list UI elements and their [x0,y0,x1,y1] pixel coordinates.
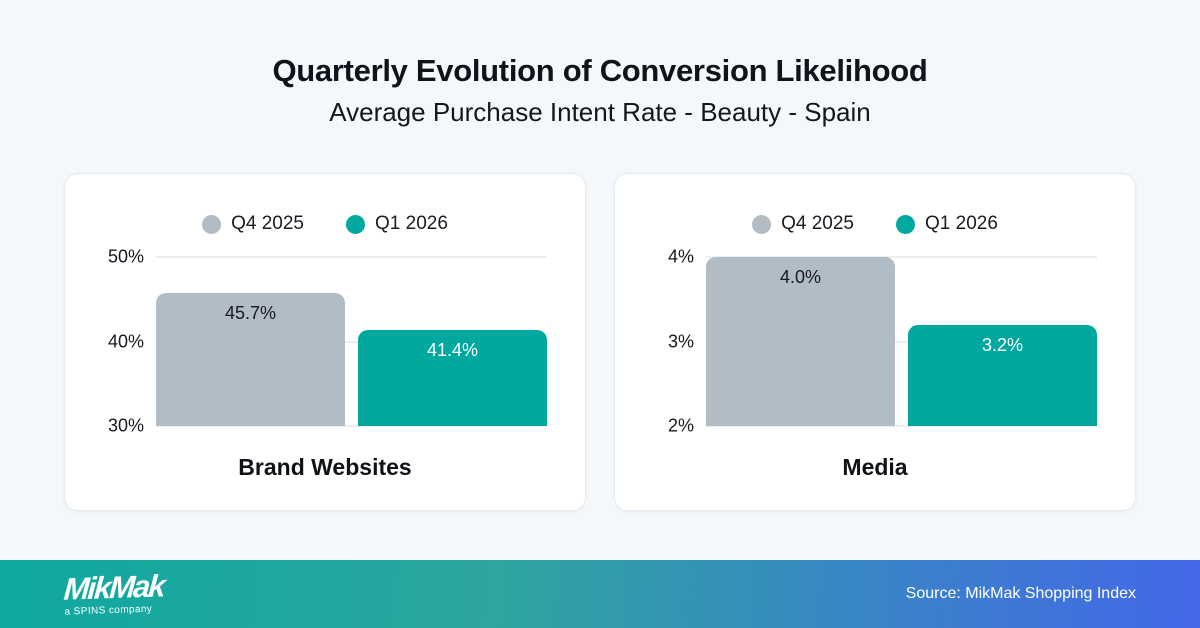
chart-card-media: Q4 2025 Q1 2026 4% 3% 2% 4.0% [614,173,1136,511]
gridline [706,341,1097,342]
bar-value-label: 4.0% [780,267,822,287]
legend-dot-q4-icon [202,214,222,234]
bar-media-q1-2026: 3.2% [907,324,1097,426]
page-header: Quarterly Evolution of Conversion Likeli… [0,0,1200,128]
bar-brand-websites-q4-2025: 45.7% [156,293,346,426]
legend-item-q4-2025: Q4 2025 [202,213,304,235]
gridline [156,425,547,427]
legend-item-q1-2026: Q1 2026 [346,213,448,235]
bar-brand-websites-q1-2026: 41.4% [357,329,547,426]
plot-area-brand-websites: 50% 40% 30% 45.7% 41.4% [108,247,547,436]
chart-title-media: Media [842,454,908,480]
y-axis-tick-label: 2% [667,415,694,436]
chart-card-brand-websites: Q4 2025 Q1 2026 50% 40% 30% 45.7% [64,173,586,511]
y-axis-tick-label: 30% [107,415,144,436]
footer-bar: MikMak a SPINS company Source: MikMak Sh… [0,560,1200,628]
legend-dot-q1-icon [346,214,365,234]
page-subtitle: Average Purchase Intent Rate - Beauty - … [329,97,871,127]
legend-item-q4-2025: Q4 2025 [752,213,854,235]
gridline [706,425,1097,427]
y-axis-tick-label: 3% [667,331,694,351]
y-axis-tick-label: 40% [107,331,144,351]
chart-title-brand-websites: Brand Websites [238,454,412,480]
legend-label: Q4 2025 [781,213,854,234]
legend-item-q1-2026: Q1 2026 [896,213,998,235]
bar-value-label: 3.2% [981,334,1023,355]
legend-label: Q1 2026 [375,213,448,234]
bars-group: 45.7% 41.4% [156,257,547,426]
bars-group: 4.0% 3.2% [706,257,1097,426]
plot-area-media: 4% 3% 2% 4.0% 3.2% [668,247,1097,436]
y-axis-tick-label: 50% [107,246,144,267]
bar-media-q4-2025: 4.0% [706,257,896,426]
chart-legend: Q4 2025 Q1 2026 [652,210,1098,238]
mikmak-logo: MikMak a SPINS company [62,567,165,618]
legend-label: Q4 2025 [231,213,304,234]
source-attribution: Source: MikMak Shopping Index [905,585,1136,602]
gridline [156,341,547,342]
legend-label: Q1 2026 [925,213,998,234]
bar-value-label: 41.4% [426,339,478,360]
bar-value-label: 45.7% [225,303,277,324]
page-title: Quarterly Evolution of Conversion Likeli… [272,53,928,88]
mikmak-logo-text: MikMak [62,567,165,607]
y-axis-tick-label: 4% [667,246,694,267]
charts-row: Q4 2025 Q1 2026 50% 40% 30% 45.7% [0,173,1200,511]
gridline [706,256,1097,258]
chart-legend: Q4 2025 Q1 2026 [102,210,548,238]
gridline [156,256,547,258]
legend-dot-q4-icon [752,214,772,234]
legend-dot-q1-icon [896,214,915,234]
